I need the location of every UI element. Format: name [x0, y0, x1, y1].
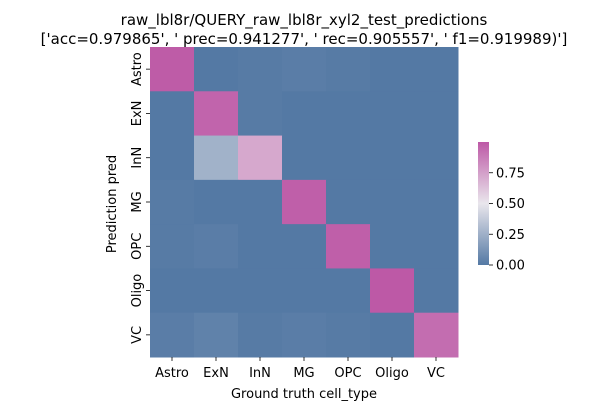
heatmap-cell-ExN-ExN	[194, 91, 239, 137]
x-tick-label: VC	[427, 366, 445, 381]
heatmap-cell-ExN-MG	[282, 91, 327, 137]
heatmap-cell-VC-ExN	[194, 312, 239, 358]
heatmap-cell-Astro-InN	[238, 47, 283, 92]
heatmap-cell-OPC-MG	[282, 224, 327, 269]
heatmap-cell-MG-MG	[282, 179, 327, 225]
heatmap-cell-ExN-VC	[414, 91, 459, 137]
heatmap-cell-Oligo-ExN	[194, 268, 239, 314]
heatmap-cell-VC-Oligo	[370, 312, 415, 358]
heatmap-cell-InN-Astro	[150, 135, 195, 181]
x-axis-label: Ground truth cell_type	[231, 387, 377, 402]
heatmap-cell-Oligo-Oligo	[370, 268, 415, 314]
heatmap-cell-OPC-OPC	[326, 224, 371, 269]
heatmap-cell-MG-Astro	[150, 179, 195, 225]
heatmap-cell-InN-MG	[282, 135, 327, 181]
chart-title-line2: ['acc=0.979865', ' prec=0.941277', ' rec…	[41, 30, 568, 48]
y-tick-label: Astro	[130, 52, 145, 86]
heatmap-cell-ExN-Oligo	[370, 91, 415, 137]
heatmap-cell-InN-VC	[414, 135, 459, 181]
x-tick-label: ExN	[203, 366, 229, 381]
heatmap-cell-ExN-OPC	[326, 91, 371, 137]
x-tick-label: Oligo	[375, 366, 409, 381]
heatmap-cell-MG-InN	[238, 179, 283, 225]
heatmap-cell-MG-Oligo	[370, 179, 415, 225]
heatmap-cell-InN-ExN	[194, 135, 239, 181]
heatmap-cell-Oligo-MG	[282, 268, 327, 314]
heatmap-cell-Oligo-VC	[414, 268, 459, 314]
heatmap-cell-OPC-VC	[414, 224, 459, 269]
colorbar-tick-label: 0.00	[496, 259, 525, 274]
chart-title-line1: raw_lbl8r/QUERY_raw_lbl8r_xyl2_test_pred…	[121, 11, 488, 30]
x-tick-label: MG	[293, 366, 314, 381]
y-tick-label: VC	[130, 326, 145, 344]
heatmap-cell-VC-VC	[414, 312, 459, 358]
heatmap-cell-Astro-ExN	[194, 47, 239, 92]
x-axis: Astro ExN InN MG OPC Oligo VC	[155, 357, 445, 381]
colorbar-gradient	[478, 142, 489, 265]
y-tick-label: OPC	[130, 233, 145, 260]
heatmap-cell-OPC-ExN	[194, 224, 239, 269]
heatmap-cell-VC-Astro	[150, 312, 195, 358]
heatmap-cell-MG-OPC	[326, 179, 371, 225]
heatmap-cell-MG-VC	[414, 179, 459, 225]
x-tick-label: InN	[249, 366, 271, 381]
y-tick-label: InN	[130, 147, 145, 169]
y-axis: Astro ExN InN MG OPC Oligo VC	[130, 52, 150, 344]
y-tick-label: MG	[130, 191, 145, 212]
x-tick-label: OPC	[334, 366, 361, 381]
heatmap-cell-VC-InN	[238, 312, 283, 358]
heatmap-cell-Oligo-OPC	[326, 268, 371, 314]
x-tick-label: Astro	[155, 366, 189, 381]
heatmap-cell-ExN-Astro	[150, 91, 195, 137]
heatmap-cell-VC-OPC	[326, 312, 371, 358]
heatmap-cell-Astro-OPC	[326, 47, 371, 92]
heatmap-cell-OPC-Astro	[150, 224, 195, 269]
heatmap-cell-OPC-Oligo	[370, 224, 415, 269]
heatmap-cell-VC-MG	[282, 312, 327, 358]
colorbar-tick-label: 0.50	[496, 197, 525, 212]
heatmap-cell-InN-OPC	[326, 135, 371, 181]
heatmap-cell-Astro-Astro	[150, 47, 195, 92]
colorbar-tick-label: 0.75	[496, 166, 525, 181]
heatmap-cell-MG-ExN	[194, 179, 239, 225]
heatmap-cell-Astro-VC	[414, 47, 459, 92]
heatmap-cell-Oligo-Astro	[150, 268, 195, 314]
y-axis-label: Prediction pred	[105, 155, 120, 253]
heatmap-cell-Astro-Oligo	[370, 47, 415, 92]
heatmap-cell-Astro-MG	[282, 47, 327, 92]
heatmap-cell-OPC-InN	[238, 224, 283, 269]
heatmap-cell-InN-InN	[238, 135, 283, 181]
colorbar: 0.00 0.25 0.50 0.75	[478, 142, 525, 274]
heatmap-cell-Oligo-InN	[238, 268, 283, 314]
y-tick-label: Oligo	[130, 274, 145, 308]
heatmap-cell-InN-Oligo	[370, 135, 415, 181]
heatmap-cells	[150, 47, 459, 358]
colorbar-tick-label: 0.25	[496, 228, 525, 243]
heatmap-cell-ExN-InN	[238, 91, 283, 137]
y-tick-label: ExN	[130, 101, 145, 127]
